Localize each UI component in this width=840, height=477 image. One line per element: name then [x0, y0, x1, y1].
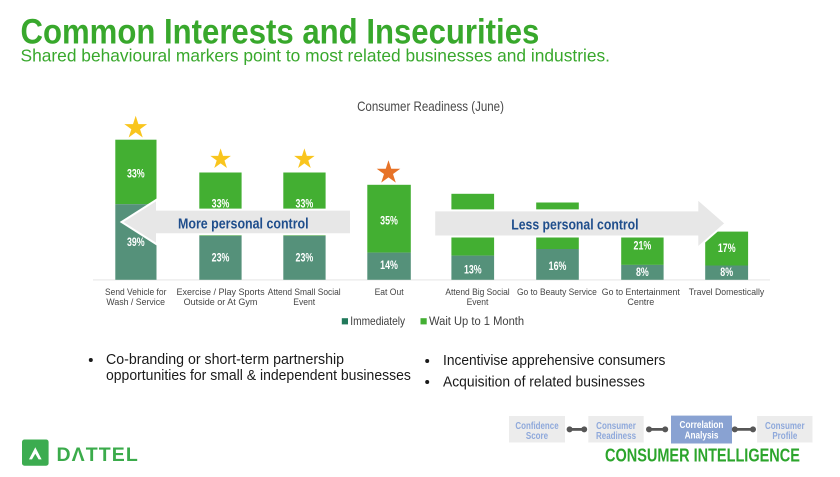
- svg-text:35%: 35%: [380, 216, 398, 228]
- svg-text:17%: 17%: [718, 243, 736, 255]
- svg-text:Attend Small Social: Attend Small Social: [268, 286, 341, 297]
- svg-text:Event: Event: [467, 296, 489, 307]
- svg-text:8%: 8%: [636, 267, 649, 279]
- svg-text:Consumer Readiness (June): Consumer Readiness (June): [357, 99, 504, 114]
- svg-text:Common Interests and Insecurit: Common Interests and Insecurities: [21, 13, 540, 52]
- svg-text:33%: 33%: [127, 169, 145, 181]
- svg-text:Analysis: Analysis: [685, 430, 719, 441]
- svg-text:Co-branding or short-term part: Co-branding or short-term partnership: [106, 352, 344, 368]
- svg-text:8%: 8%: [720, 267, 733, 279]
- svg-text:Immediately: Immediately: [350, 315, 405, 328]
- svg-text:Attend Big Social: Attend Big Social: [445, 286, 509, 297]
- svg-text:Event: Event: [293, 296, 315, 307]
- svg-text:Correlation: Correlation: [680, 419, 724, 430]
- svg-text:14%: 14%: [380, 260, 398, 272]
- svg-text:DΛTTEL: DΛTTEL: [57, 444, 139, 466]
- svg-text:Outside or At Gym: Outside or At Gym: [184, 297, 258, 307]
- svg-text:Acquisition of related busines: Acquisition of related businesses: [443, 373, 645, 389]
- svg-text:Go to Beauty Service: Go to Beauty Service: [517, 286, 597, 297]
- svg-text:Incentivise apprehensive consu: Incentivise apprehensive consumers: [443, 352, 665, 368]
- svg-text:Readiness: Readiness: [596, 430, 636, 441]
- svg-text:21%: 21%: [634, 241, 652, 253]
- svg-text:More personal control: More personal control: [178, 216, 309, 232]
- svg-text:23%: 23%: [296, 253, 314, 265]
- svg-text:Wait Up to 1 Month: Wait Up to 1 Month: [429, 316, 524, 328]
- svg-text:Less personal control: Less personal control: [511, 216, 638, 232]
- svg-text:16%: 16%: [549, 261, 567, 273]
- svg-text:Consumer: Consumer: [596, 420, 636, 431]
- svg-text:13%: 13%: [464, 265, 482, 277]
- svg-text:Score: Score: [526, 430, 548, 441]
- svg-text:39%: 39%: [127, 237, 145, 249]
- svg-text:opportunities for small & inde: opportunities for small & independent bu…: [106, 367, 411, 383]
- svg-text:Confidence: Confidence: [515, 420, 558, 431]
- svg-text:Centre: Centre: [627, 297, 654, 307]
- svg-text:Send Vehicle for: Send Vehicle for: [105, 286, 166, 297]
- svg-text:23%: 23%: [212, 253, 230, 265]
- svg-text:Shared behavioural markers poi: Shared behavioural markers point to most…: [21, 46, 611, 66]
- svg-text:Travel Domestically: Travel Domestically: [689, 286, 765, 296]
- svg-text:Profile: Profile: [772, 430, 797, 441]
- svg-text:Consumer: Consumer: [765, 420, 805, 431]
- svg-text:Wash / Service: Wash / Service: [106, 296, 165, 306]
- svg-text:Exercise / Play Sports: Exercise / Play Sports: [176, 287, 264, 297]
- svg-text:33%: 33%: [296, 199, 314, 211]
- svg-text:Eat Out: Eat Out: [375, 286, 404, 297]
- svg-text:33%: 33%: [212, 199, 230, 211]
- svg-text:CONSUMER INTELLIGENCE: CONSUMER INTELLIGENCE: [605, 445, 800, 466]
- svg-text:Go to Entertainment: Go to Entertainment: [602, 286, 680, 296]
